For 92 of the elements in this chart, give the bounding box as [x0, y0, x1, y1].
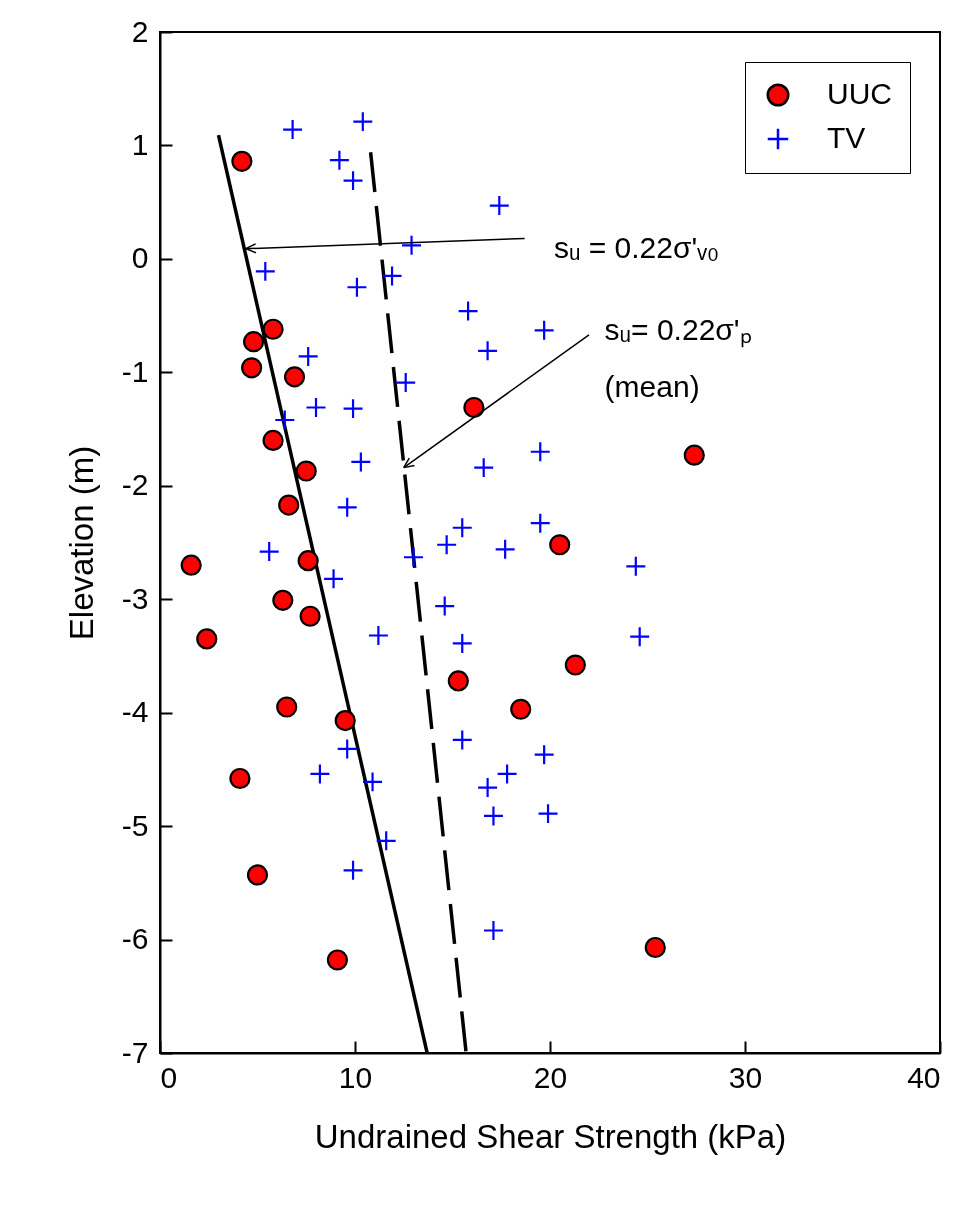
point [352, 111, 374, 133]
point [549, 534, 571, 556]
point [473, 457, 495, 479]
point [533, 319, 555, 341]
point [629, 626, 651, 648]
point [272, 589, 294, 611]
point [283, 366, 306, 388]
point [180, 554, 202, 576]
point [246, 864, 269, 886]
point [342, 170, 364, 192]
point [436, 534, 458, 556]
point [457, 300, 479, 322]
y-tick-label: -6 [121, 922, 149, 956]
point [336, 738, 358, 760]
point [262, 318, 284, 340]
point [231, 150, 253, 172]
point [477, 776, 499, 799]
y-tick-label: -2 [121, 468, 149, 502]
point [254, 260, 276, 282]
point [375, 830, 397, 852]
y-tick-label: -7 [121, 1035, 149, 1069]
point [299, 605, 321, 627]
point [243, 331, 265, 353]
point [229, 767, 251, 790]
x-tick-label: 0 [160, 1060, 178, 1094]
point [346, 276, 368, 298]
x-tick-label: 40 [907, 1060, 941, 1094]
y-tick-label: 0 [131, 241, 149, 275]
point [533, 744, 555, 766]
y-tick-label: -1 [121, 354, 149, 388]
point [625, 555, 647, 577]
point [334, 710, 356, 732]
point [537, 803, 559, 825]
point [395, 371, 417, 394]
x-tick-label: 30 [728, 1060, 763, 1094]
point [402, 546, 425, 568]
point [196, 628, 218, 650]
point [400, 234, 423, 256]
point [463, 396, 485, 419]
point [297, 550, 319, 572]
point [328, 149, 350, 171]
point [496, 763, 518, 785]
point [381, 265, 403, 287]
point [529, 512, 551, 534]
point [309, 763, 331, 785]
point [274, 409, 296, 431]
point [488, 194, 510, 217]
point [451, 632, 473, 655]
point [305, 396, 327, 419]
point [447, 670, 469, 692]
point [276, 696, 298, 718]
legend-label: UUC [827, 77, 892, 110]
annotation: sᵤ= 0.22σ'ₚ [604, 313, 752, 349]
point [477, 340, 499, 362]
point [434, 595, 456, 617]
y-tick-label: -4 [121, 695, 149, 729]
point [361, 771, 384, 793]
point [241, 357, 263, 379]
point [295, 460, 317, 482]
point [278, 494, 300, 516]
point [262, 429, 284, 451]
point [451, 729, 473, 751]
point [451, 517, 473, 539]
point [644, 936, 666, 959]
point [297, 345, 319, 368]
point [482, 919, 505, 942]
y-tick-label: -5 [121, 808, 149, 842]
point [342, 398, 364, 420]
point [282, 118, 304, 141]
point [350, 451, 372, 473]
x-axis-title: Undrained Shear Strength (kPa) [314, 1117, 787, 1155]
point [336, 496, 358, 518]
point [564, 654, 586, 676]
annotation: (mean) [604, 370, 700, 404]
point [510, 698, 532, 720]
point [494, 538, 516, 560]
x-tick-label: 20 [533, 1060, 568, 1094]
y-axis-title: Elevation (m) [62, 445, 100, 641]
point [482, 805, 505, 827]
x-tick-label: 10 [338, 1060, 373, 1094]
point [322, 568, 345, 590]
legend-label: TV [827, 121, 866, 154]
point [529, 441, 551, 463]
annotation: sᵤ = 0.22σ'ᵥ₀ [553, 230, 720, 264]
point [683, 444, 705, 466]
point [367, 624, 389, 647]
point [326, 949, 349, 971]
point [342, 859, 364, 881]
y-tick-label: 1 [131, 127, 149, 161]
y-tick-label: -3 [121, 581, 149, 615]
y-tick-label: 2 [131, 14, 149, 48]
point [258, 540, 280, 563]
